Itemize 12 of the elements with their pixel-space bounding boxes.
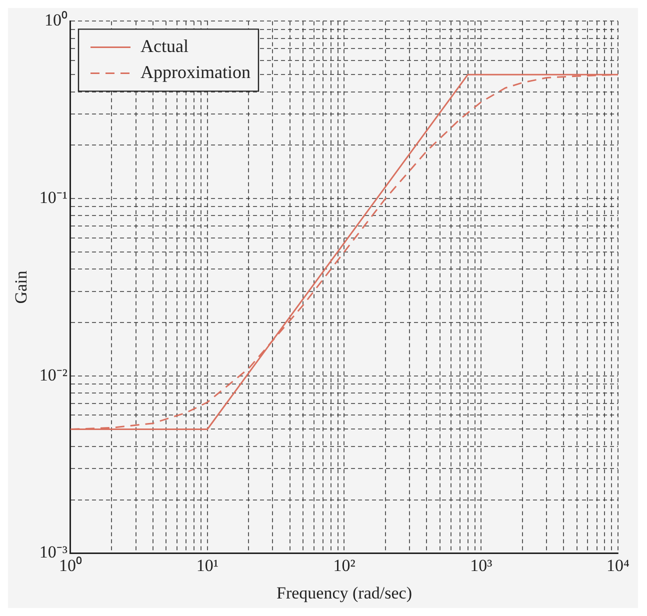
x-tick-label: 10⁴ xyxy=(606,556,630,575)
x-axis-title: Frequency (rad/sec) xyxy=(276,583,412,602)
x-tick-label: 10² xyxy=(333,556,356,575)
y-tick-label: 10⁻² xyxy=(39,365,68,384)
x-tick-label: 10¹ xyxy=(196,556,218,575)
y-tick-label: 10⁻¹ xyxy=(39,188,68,207)
y-tick-label: 10⁰ xyxy=(44,10,68,30)
legend-label: Actual xyxy=(140,36,188,56)
x-tick-label: 10⁰ xyxy=(58,556,82,575)
x-tick-label: 10³ xyxy=(470,556,492,575)
y-axis-title: Gain xyxy=(12,270,31,304)
legend-label: Approximation xyxy=(140,62,250,82)
